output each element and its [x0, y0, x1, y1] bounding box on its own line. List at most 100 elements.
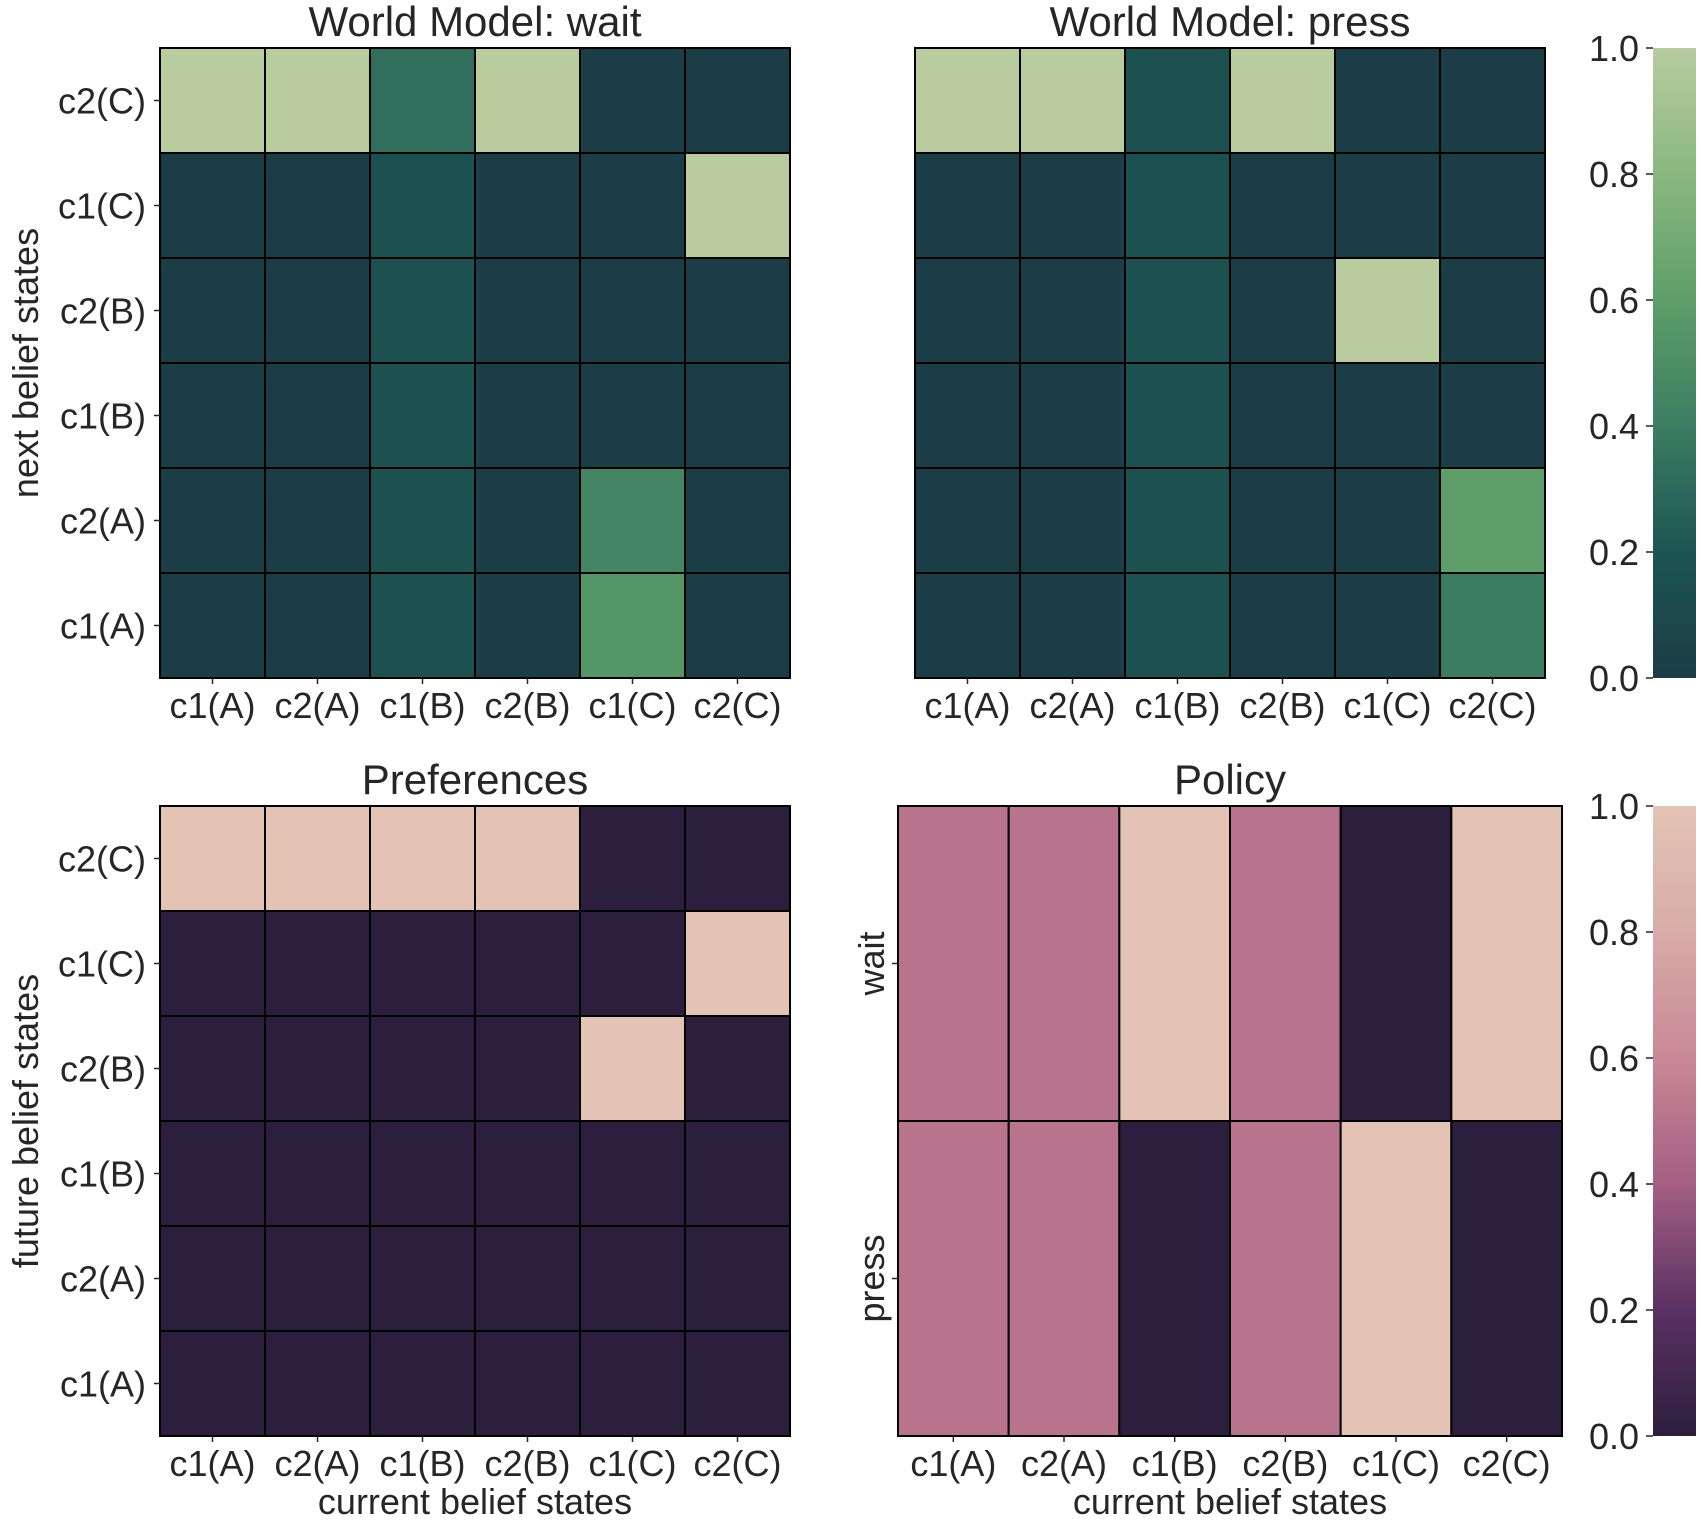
heatmap-cell: [1229, 362, 1336, 469]
heatmap-cell: [1334, 572, 1441, 679]
x-axis-label: current belief states: [318, 1481, 632, 1522]
heatmap-cell: [369, 467, 476, 574]
heatmap-cell: [369, 47, 476, 154]
colorbar-tick-label: 0.6: [1589, 280, 1639, 321]
heatmap-cell: [159, 152, 266, 259]
heatmap-cell: [1124, 362, 1231, 469]
heatmap-cell: [264, 805, 371, 912]
heatmap-cell: [579, 1330, 686, 1437]
heatmap-cell: [474, 47, 581, 154]
heatmap-cell: [264, 257, 371, 364]
colorbar-tick-label: 1.0: [1589, 786, 1639, 827]
heatmap-cell: [914, 152, 1021, 259]
heatmap-cell: [1124, 572, 1231, 679]
heatmap-cell: [1229, 152, 1336, 259]
heatmap-cell: [369, 152, 476, 259]
heatmap-cell: [264, 910, 371, 1017]
heatmap-cell: [1118, 1120, 1232, 1437]
heatmap-cell: [159, 1225, 266, 1332]
y-tick-label: c2(B): [60, 291, 146, 332]
x-tick-label: c2(B): [484, 1443, 570, 1484]
heatmap-frame: [914, 47, 1546, 679]
heatmap-cell: [579, 467, 686, 574]
x-tick-label: c1(C): [589, 1443, 677, 1484]
heatmap-panel-2: World Model: press c1(A) c2(A) c1(B) c2(B) c1…: [914, 0, 1546, 726]
heatmap-cell: [369, 805, 476, 912]
x-tick-label: c1(B): [379, 685, 465, 726]
panel-title: World Model: wait: [308, 0, 641, 45]
heatmap-cell: [579, 1225, 686, 1332]
x-tick-label: c1(B): [1134, 685, 1220, 726]
heatmap-cell: [1439, 152, 1546, 259]
x-tick-label: c2(B): [1239, 685, 1325, 726]
heatmap-cell: [474, 1015, 581, 1122]
heatmap-cell: [159, 467, 266, 574]
heatmap-cell: [684, 1120, 791, 1227]
heatmap-frame: [159, 805, 791, 1437]
heatmap-cell: [897, 1120, 1010, 1437]
colorbar-tick-label: 0.4: [1589, 406, 1639, 447]
heatmap-cell: [1019, 257, 1126, 364]
heatmap-cell: [684, 47, 791, 154]
heatmap-cell: [1019, 572, 1126, 679]
heatmap-cell: [474, 910, 581, 1017]
heatmap-cell: [684, 910, 791, 1017]
heatmap-cell: [914, 362, 1021, 469]
colorbar-tick-label: 0.4: [1589, 1164, 1639, 1205]
panel-title: Preferences: [362, 756, 588, 803]
heatmap-cell: [579, 362, 686, 469]
x-tick-label: c2(C): [1463, 1443, 1551, 1484]
heatmap-cell: [1439, 257, 1546, 364]
heatmap-cell: [684, 152, 791, 259]
heatmap-cell: [914, 572, 1021, 679]
heatmap-cell: [1439, 572, 1546, 679]
heatmap-cell: [684, 257, 791, 364]
colorbar-gradient: [1653, 48, 1696, 678]
colorbar-tick-label: 0.8: [1589, 912, 1639, 953]
heatmap-cell: [264, 152, 371, 259]
heatmap-cell: [264, 1330, 371, 1437]
heatmap-cell: [1124, 152, 1231, 259]
x-tick-label: c2(C): [694, 685, 782, 726]
y-tick-label: c2(B): [60, 1049, 146, 1090]
heatmap-cell: [474, 152, 581, 259]
heatmap-cell: [474, 805, 581, 912]
heatmap-cell: [684, 1330, 791, 1437]
heatmap-cell: [159, 47, 266, 154]
heatmap-cell: [1019, 362, 1126, 469]
heatmap-cell: [1339, 805, 1453, 1122]
heatmap-cell: [474, 1120, 581, 1227]
x-tick-label: c1(C): [1352, 1443, 1440, 1484]
heatmap-frame: [159, 47, 791, 679]
heatmap-panel-1: World Model: wait c1(A) c2(A) c1(B) c2(B) c1(…: [5, 0, 791, 726]
x-tick-label: c2(B): [1242, 1443, 1328, 1484]
heatmap-cell: [369, 362, 476, 469]
colorbar-tick-label: 1.0: [1589, 28, 1639, 69]
heatmap-cell: [1229, 572, 1336, 679]
y-axis-label: future belief states: [5, 974, 46, 1268]
x-tick-label: c1(A): [169, 1443, 255, 1484]
x-tick-label: c2(C): [1449, 685, 1537, 726]
heatmap-cell: [579, 910, 686, 1017]
x-tick-label: c1(B): [379, 1443, 465, 1484]
heatmap-cell: [1124, 467, 1231, 574]
heatmap-cell: [159, 257, 266, 364]
panel-title: Policy: [1174, 756, 1286, 803]
heatmap-cell: [159, 362, 266, 469]
x-tick-label: c2(A): [274, 1443, 360, 1484]
heatmap-panel-4: Policy c1(A) c2(A) c1(B) c2(B) c1(C) c2(C) wait…: [851, 756, 1564, 1522]
heatmap-cell: [1334, 467, 1441, 574]
heatmap-cell: [474, 362, 581, 469]
heatmap-frame: [897, 805, 1563, 1437]
heatmap-cell: [1229, 467, 1336, 574]
heatmap-cell: [579, 1120, 686, 1227]
colorbar-tick-label: 0.6: [1589, 1038, 1639, 1079]
heatmap-cell: [264, 572, 371, 679]
colorbar-tick-label: 0.0: [1589, 658, 1639, 699]
colorbar-tick-label: 0.8: [1589, 154, 1639, 195]
y-tick-label: c2(A): [60, 1259, 146, 1300]
heatmap-cell: [579, 47, 686, 154]
x-tick-label: c2(B): [484, 685, 570, 726]
heatmap-cell: [1334, 257, 1441, 364]
heatmap-cell: [1334, 47, 1441, 154]
